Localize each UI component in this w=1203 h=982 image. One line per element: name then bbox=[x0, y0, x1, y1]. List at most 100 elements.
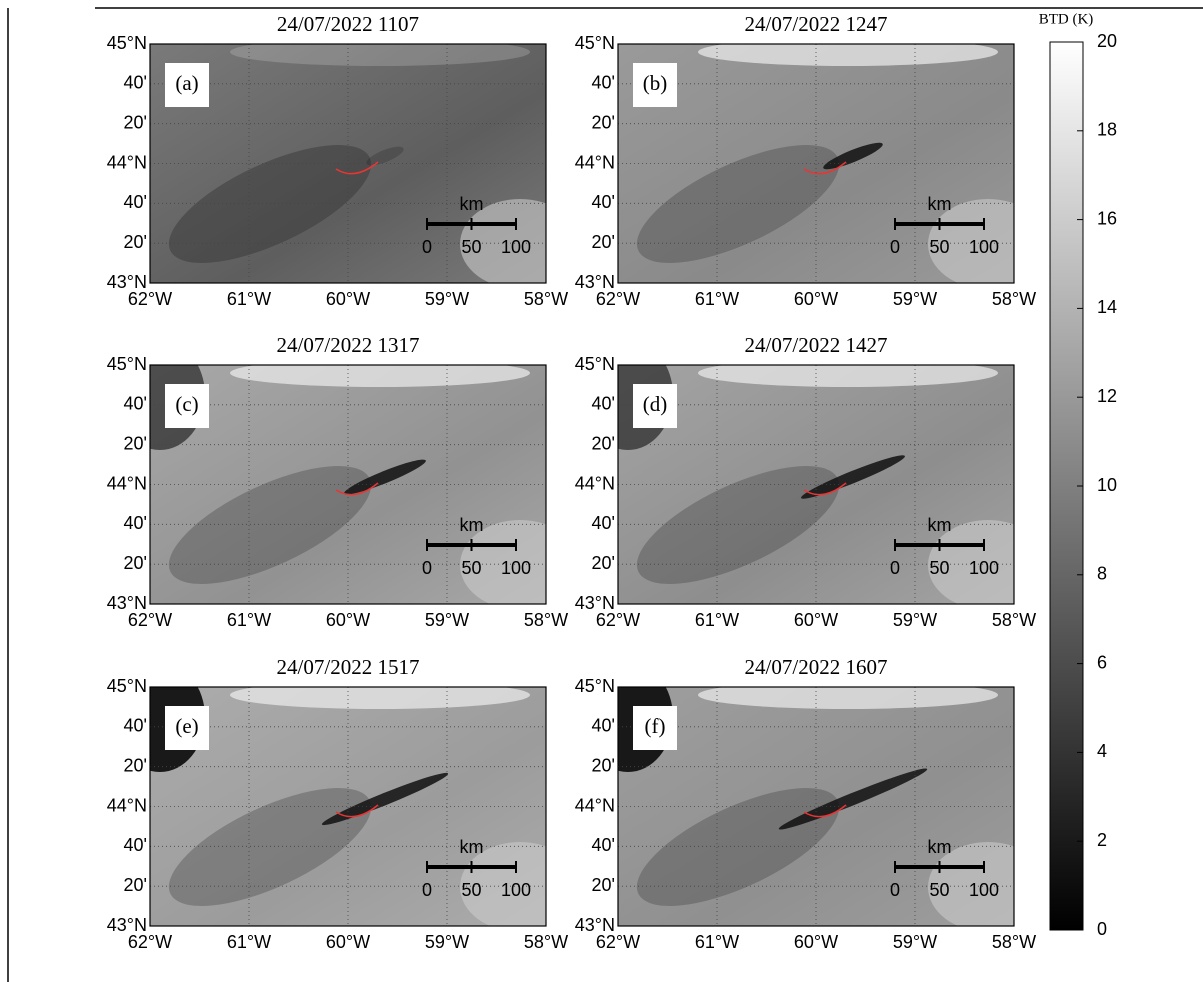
lat-tick-label: 20' bbox=[592, 553, 615, 573]
scale-tick-label: 50 bbox=[929, 237, 949, 257]
colorbar-tick-label: 14 bbox=[1097, 297, 1117, 317]
scale-tick-label: 50 bbox=[461, 880, 481, 900]
lat-tick-label: 40' bbox=[124, 192, 147, 212]
panel-label: (c) bbox=[175, 392, 198, 416]
panel-label: (a) bbox=[175, 71, 198, 95]
lat-tick-label: 40' bbox=[124, 835, 147, 855]
colorbar-tick-label: 18 bbox=[1097, 120, 1117, 140]
lat-tick-label: 44°N bbox=[107, 795, 147, 815]
lon-tick-label: 62°W bbox=[128, 610, 172, 630]
bright-cloud bbox=[230, 44, 530, 66]
lat-tick-label: 20' bbox=[592, 433, 615, 453]
lat-tick-label: 44°N bbox=[107, 152, 147, 172]
bright-region bbox=[928, 199, 1014, 283]
map-border bbox=[149, 364, 547, 605]
lat-tick-label: 20' bbox=[124, 755, 147, 775]
map-panel: 24/07/2022 1107 (a) 45°N 40' 20' 44°N 40' 20' 43… bbox=[107, 12, 568, 309]
colorbar-tick-label: 10 bbox=[1097, 475, 1117, 495]
scale-tick-label: 50 bbox=[461, 237, 481, 257]
lat-tick-label: 20' bbox=[124, 232, 147, 252]
lat-tick-label: 43°N bbox=[575, 593, 615, 613]
map-panel: 24/07/2022 1607 (f) 45°N 40' 20' 44°N 40' 20' 43… bbox=[575, 655, 1036, 952]
lon-tick-label: 61°W bbox=[695, 289, 739, 309]
label-box bbox=[633, 706, 677, 750]
map-border bbox=[149, 43, 547, 284]
label-box bbox=[165, 384, 209, 428]
lat-tick-label: 45°N bbox=[575, 33, 615, 53]
map-image bbox=[150, 365, 546, 604]
map-image bbox=[150, 687, 546, 926]
lat-tick-label: 44°N bbox=[575, 473, 615, 493]
colorbar-tick-label: 4 bbox=[1097, 741, 1107, 761]
colorbar-tick-label: 12 bbox=[1097, 386, 1117, 406]
panel-title: 24/07/2022 1107 bbox=[277, 12, 419, 36]
bright-region bbox=[928, 842, 1014, 926]
dark-region bbox=[168, 145, 372, 263]
lon-tick-label: 59°W bbox=[425, 289, 469, 309]
map-border bbox=[617, 364, 1015, 605]
scale-tick-label: 0 bbox=[890, 880, 900, 900]
label-box bbox=[165, 63, 209, 107]
scale-tick-label: 100 bbox=[969, 558, 999, 578]
scale-tick-label: 0 bbox=[422, 880, 432, 900]
lat-tick-label: 45°N bbox=[107, 33, 147, 53]
lon-tick-label: 59°W bbox=[893, 289, 937, 309]
lat-tick-label: 40' bbox=[592, 513, 615, 533]
dark-streak bbox=[344, 459, 426, 495]
colorbar-tick-label: 20 bbox=[1097, 31, 1117, 51]
bright-cloud bbox=[698, 365, 998, 387]
lat-tick-label: 40' bbox=[592, 192, 615, 212]
lon-tick-label: 58°W bbox=[524, 610, 568, 630]
dark-streak bbox=[801, 455, 905, 499]
dark-streak bbox=[823, 142, 883, 170]
map-panel: 24/07/2022 1247 (b) 45°N 40' 20' 44°N 40' 20' 43… bbox=[575, 12, 1036, 309]
bright-cloud bbox=[230, 365, 530, 387]
scale-unit: km bbox=[460, 837, 484, 857]
lon-tick-label: 61°W bbox=[227, 289, 271, 309]
scale-unit: km bbox=[928, 515, 952, 535]
plume-arc bbox=[335, 161, 379, 175]
plume-arc bbox=[335, 804, 379, 818]
lon-tick-label: 58°W bbox=[524, 289, 568, 309]
dark-streak bbox=[366, 146, 404, 166]
lat-tick-label: 43°N bbox=[107, 593, 147, 613]
plume-arc bbox=[335, 482, 379, 496]
lat-tick-label: 40' bbox=[592, 716, 615, 736]
colorbar-tick-label: 6 bbox=[1097, 652, 1107, 672]
lat-tick-label: 44°N bbox=[575, 795, 615, 815]
plume-arc bbox=[803, 482, 847, 496]
scale-tick-label: 0 bbox=[422, 237, 432, 257]
lat-tick-label: 40' bbox=[592, 835, 615, 855]
colorbar-tick-label: 0 bbox=[1097, 919, 1107, 939]
lon-tick-label: 62°W bbox=[596, 932, 640, 952]
dark-streak bbox=[778, 768, 928, 830]
scale-tick-label: 100 bbox=[501, 880, 531, 900]
lon-tick-label: 58°W bbox=[524, 932, 568, 952]
lat-tick-label: 20' bbox=[124, 112, 147, 132]
colorbar-label: BTD (K) bbox=[1039, 11, 1094, 27]
lon-tick-label: 58°W bbox=[992, 610, 1036, 630]
dark-region bbox=[636, 466, 840, 584]
label-box bbox=[165, 706, 209, 750]
lon-tick-label: 61°W bbox=[695, 610, 739, 630]
bright-cloud bbox=[230, 687, 530, 709]
label-box bbox=[633, 63, 677, 107]
lon-tick-label: 60°W bbox=[326, 610, 370, 630]
lat-tick-label: 20' bbox=[124, 433, 147, 453]
lon-tick-label: 60°W bbox=[794, 932, 838, 952]
dark-streak bbox=[321, 772, 449, 826]
scale-tick-label: 100 bbox=[501, 237, 531, 257]
map-border bbox=[617, 686, 1015, 927]
scale-tick-label: 100 bbox=[969, 880, 999, 900]
lat-tick-label: 43°N bbox=[575, 272, 615, 292]
lon-tick-label: 58°W bbox=[992, 932, 1036, 952]
lat-tick-label: 45°N bbox=[575, 354, 615, 374]
plume-arc bbox=[803, 804, 847, 818]
dark-region bbox=[636, 145, 840, 263]
scale-tick-label: 100 bbox=[969, 237, 999, 257]
map-image bbox=[618, 44, 1014, 283]
dark-region bbox=[168, 788, 372, 906]
bright-region bbox=[928, 520, 1014, 604]
colorbar-tick-label: 2 bbox=[1097, 830, 1107, 850]
